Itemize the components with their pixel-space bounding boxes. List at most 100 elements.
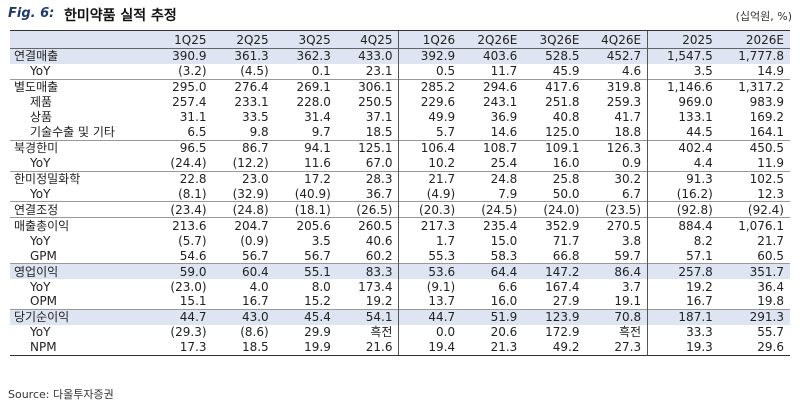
table-cell: 25.4 [490, 156, 518, 171]
table-cell: (23.5) [585, 201, 648, 218]
table-cell: 56.7 [241, 248, 269, 263]
table-cell: (0.9) [240, 233, 269, 248]
table-cell: 5.7 [398, 124, 462, 141]
table-cell: 6.7 [622, 186, 642, 201]
table-cell: 4.6 [622, 64, 642, 79]
row-label: NPM [10, 339, 151, 356]
table-cell: 23.0 [212, 170, 275, 187]
table-cell: 306.1 [336, 78, 399, 95]
table-cell: 40.8 [552, 110, 580, 125]
table-row: YoY (23.0) 4.0 8.0 173.4 (9.1) 6.6 167.4 3.7 19.2… [10, 279, 790, 294]
table-cell: 8.0 [311, 279, 331, 294]
table-cell: 27.3 [585, 339, 648, 356]
table-cell: 1,777.8 [718, 48, 790, 64]
figure-title: 한미약품 실적 추정 [64, 8, 177, 24]
table-cell: 86.7 [212, 139, 275, 156]
table-cell: 67.0 [365, 156, 393, 171]
column-header: 2Q25 [212, 30, 275, 49]
column-header: 1Q25 [150, 30, 213, 49]
table-row: 연결조정 (23.4) (24.8) (18.1) (26.5) (20.3) (24.5)… [10, 201, 790, 218]
table-row: 제품 257.4 233.1 228.0 250.5 229.6 243.1 251.8 259… [10, 94, 790, 110]
table-cell: 54.6 [179, 248, 207, 263]
table-cell: 452.7 [585, 48, 648, 64]
table-cell: 390.9 [150, 48, 213, 64]
table-row: 영업이익 59.0 60.4 55.1 83.3 53.6 64.4 147.2 86.4 257… [10, 263, 790, 280]
table-cell: 3.7 [622, 279, 642, 294]
table-cell: 58.3 [490, 248, 518, 263]
table-cell: 3.5 [311, 233, 331, 248]
column-header: 1Q26 [398, 30, 462, 49]
row-label: 당기순이익 [10, 308, 151, 325]
table-cell: 17.2 [274, 170, 337, 187]
table-cell: 15.2 [304, 294, 331, 309]
table-cell: 22.8 [150, 170, 213, 187]
table-cell: 4.4 [647, 155, 719, 171]
table-cell: 102.5 [718, 170, 790, 187]
table-cell: 3.5 [647, 63, 719, 80]
table-cell: 392.9 [398, 48, 462, 64]
column-header: 2025 [647, 30, 719, 49]
table-cell: 1.7 [398, 233, 462, 249]
table-row: YoY (8.1) (32.9) (40.9) 36.7 (4.9) 7.9 50.0 6.7 (… [10, 186, 790, 202]
table-cell: 126.3 [585, 139, 648, 156]
table-cell: (24.8) [212, 201, 275, 218]
table-cell: 362.3 [274, 48, 337, 64]
table-cell: 351.7 [718, 263, 790, 280]
table-cell: 19.9 [274, 339, 337, 356]
row-label: 한미정밀화학 [10, 170, 151, 187]
table-cell: 44.7 [398, 308, 462, 325]
table-cell: 433.0 [336, 48, 399, 64]
table-cell: 12.3 [757, 186, 784, 201]
row-label: 연결매출 [10, 48, 151, 64]
table-cell: 53.6 [398, 263, 462, 280]
table-cell: 91.3 [647, 170, 719, 187]
table-cell: 21.7 [398, 170, 462, 187]
table-cell: (4.5) [240, 64, 269, 79]
table-cell: 30.2 [585, 170, 648, 187]
table-cell: 49.2 [523, 339, 586, 356]
table-cell: (24.4) [170, 156, 207, 171]
table-cell: 19.8 [757, 294, 784, 309]
table-cell: 217.3 [398, 217, 462, 234]
table-cell: 94.1 [274, 139, 337, 156]
table-cell: 55.1 [274, 263, 337, 280]
unit-label: (십억원, %) [735, 10, 792, 23]
table-cell: (9.1) [398, 279, 462, 294]
table-cell: 450.5 [718, 139, 790, 156]
column-header: 2Q26E [461, 30, 524, 49]
column-header: 4Q25 [336, 30, 399, 49]
table-cell: 18.5 [212, 339, 275, 356]
table-cell: 17.3 [150, 339, 213, 356]
table-cell: 64.4 [461, 263, 524, 280]
table-cell: (32.9) [232, 186, 269, 201]
table-cell: 291.3 [718, 308, 790, 325]
row-label: YoY [30, 156, 51, 171]
table-cell: (40.9) [294, 186, 331, 201]
table-cell: 14.6 [490, 125, 518, 140]
table-cell: 16.0 [552, 156, 580, 171]
table-cell: 44.7 [150, 308, 213, 325]
table-cell: 233.1 [234, 95, 269, 110]
table-header-row: 1Q25 2Q25 3Q25 4Q25 1Q26 2Q26E 3Q26E 4Q26E 2025 2… [10, 30, 790, 49]
table-cell: (20.3) [398, 201, 462, 218]
table-cell: 37.1 [365, 110, 393, 125]
table-cell: 1,547.5 [647, 48, 719, 64]
table-cell: 40.6 [365, 233, 393, 248]
table-cell: 0.1 [311, 64, 331, 79]
table-cell: 10.2 [398, 155, 462, 171]
table-row: 당기순이익 44.7 43.0 45.4 54.1 44.7 51.9 123.9 70.8 18… [10, 308, 790, 325]
table-cell: 60.5 [757, 248, 784, 263]
table-cell: 205.6 [274, 217, 337, 234]
table-cell: (23.0) [170, 279, 207, 294]
table-cell: 36.7 [365, 186, 393, 201]
table-row: YoY (3.2) (4.5) 0.1 23.1 0.5 11.7 45.9 4.6 3.5 14.… [10, 63, 790, 80]
table-cell: 9.8 [249, 125, 269, 140]
table-cell: 13.7 [398, 294, 462, 310]
table-cell: 21.6 [336, 339, 399, 356]
table-cell: 29.6 [718, 339, 790, 356]
table-cell: (23.4) [150, 201, 213, 218]
table-cell: 57.1 [647, 248, 719, 264]
table-cell: 123.9 [523, 308, 586, 325]
table-row: NPM 17.3 18.5 19.9 21.6 19.4 21.3 49.2 27.3 19.3 2… [10, 339, 790, 356]
table-cell: 1,146.6 [647, 78, 719, 95]
